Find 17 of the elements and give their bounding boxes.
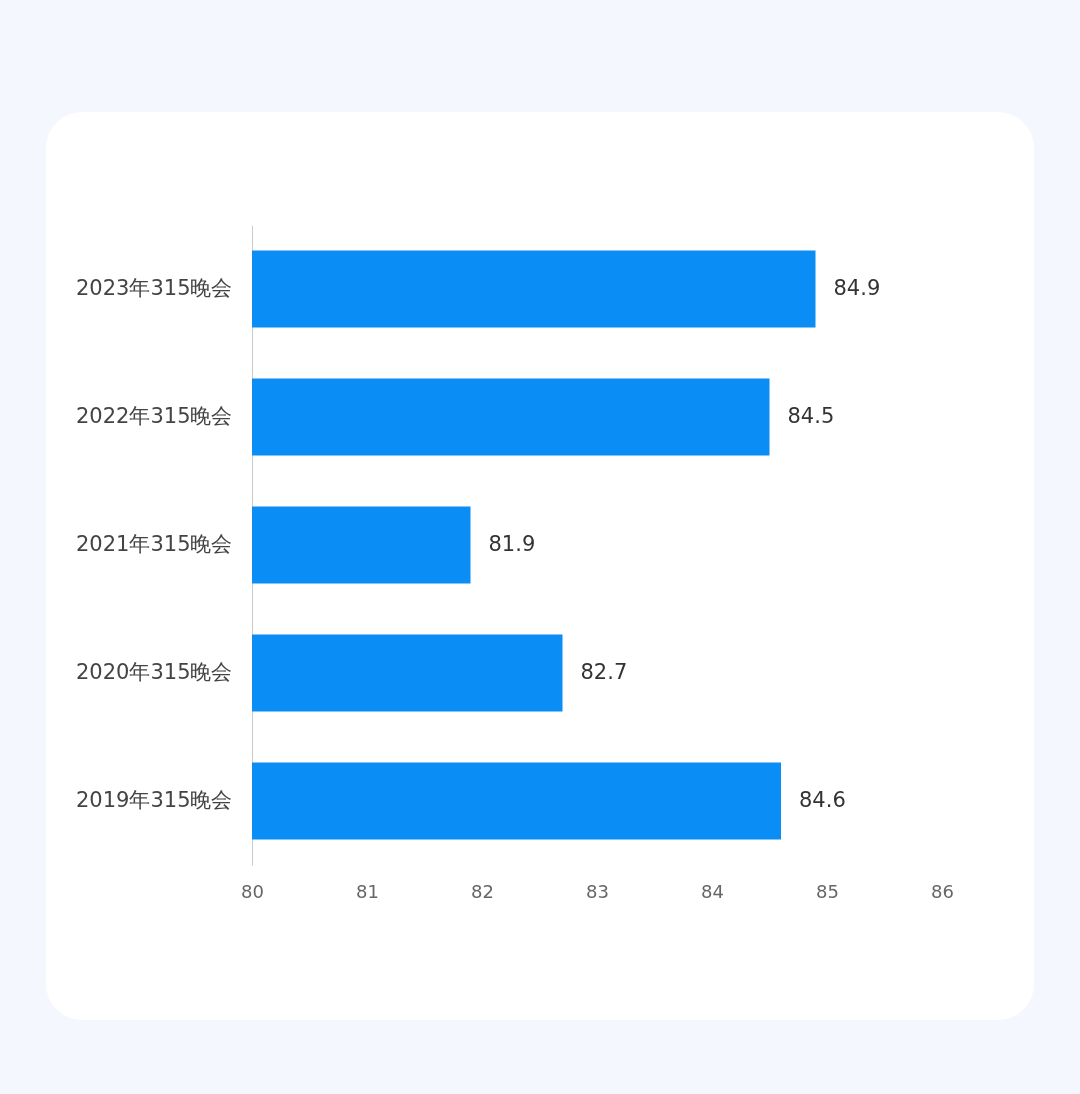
data-label: 84.9 [833,276,881,300]
x-tick-label: 85 [816,880,839,902]
y-tick-label: 2022年315晚会 [75,404,233,428]
x-tick-label: 80 [241,880,264,902]
x-tick-label: 82 [471,880,494,902]
y-tick-label: 2021年315晚会 [75,532,233,556]
data-label: 82.7 [580,660,628,684]
data-label: 84.6 [799,788,846,812]
x-tick-label: 84 [701,880,724,902]
y-tick-label: 2023年315晚会 [75,276,233,300]
y-tick-label: 2020年315晚会 [75,660,233,684]
data-label: 81.9 [488,532,536,556]
data-label: 84.5 [787,404,835,428]
x-tick-label: 86 [931,880,954,902]
x-tick-label: 81 [356,880,379,902]
x-tick-label: 83 [586,880,609,902]
y-tick-label: 2019年315晚会 [75,788,233,812]
